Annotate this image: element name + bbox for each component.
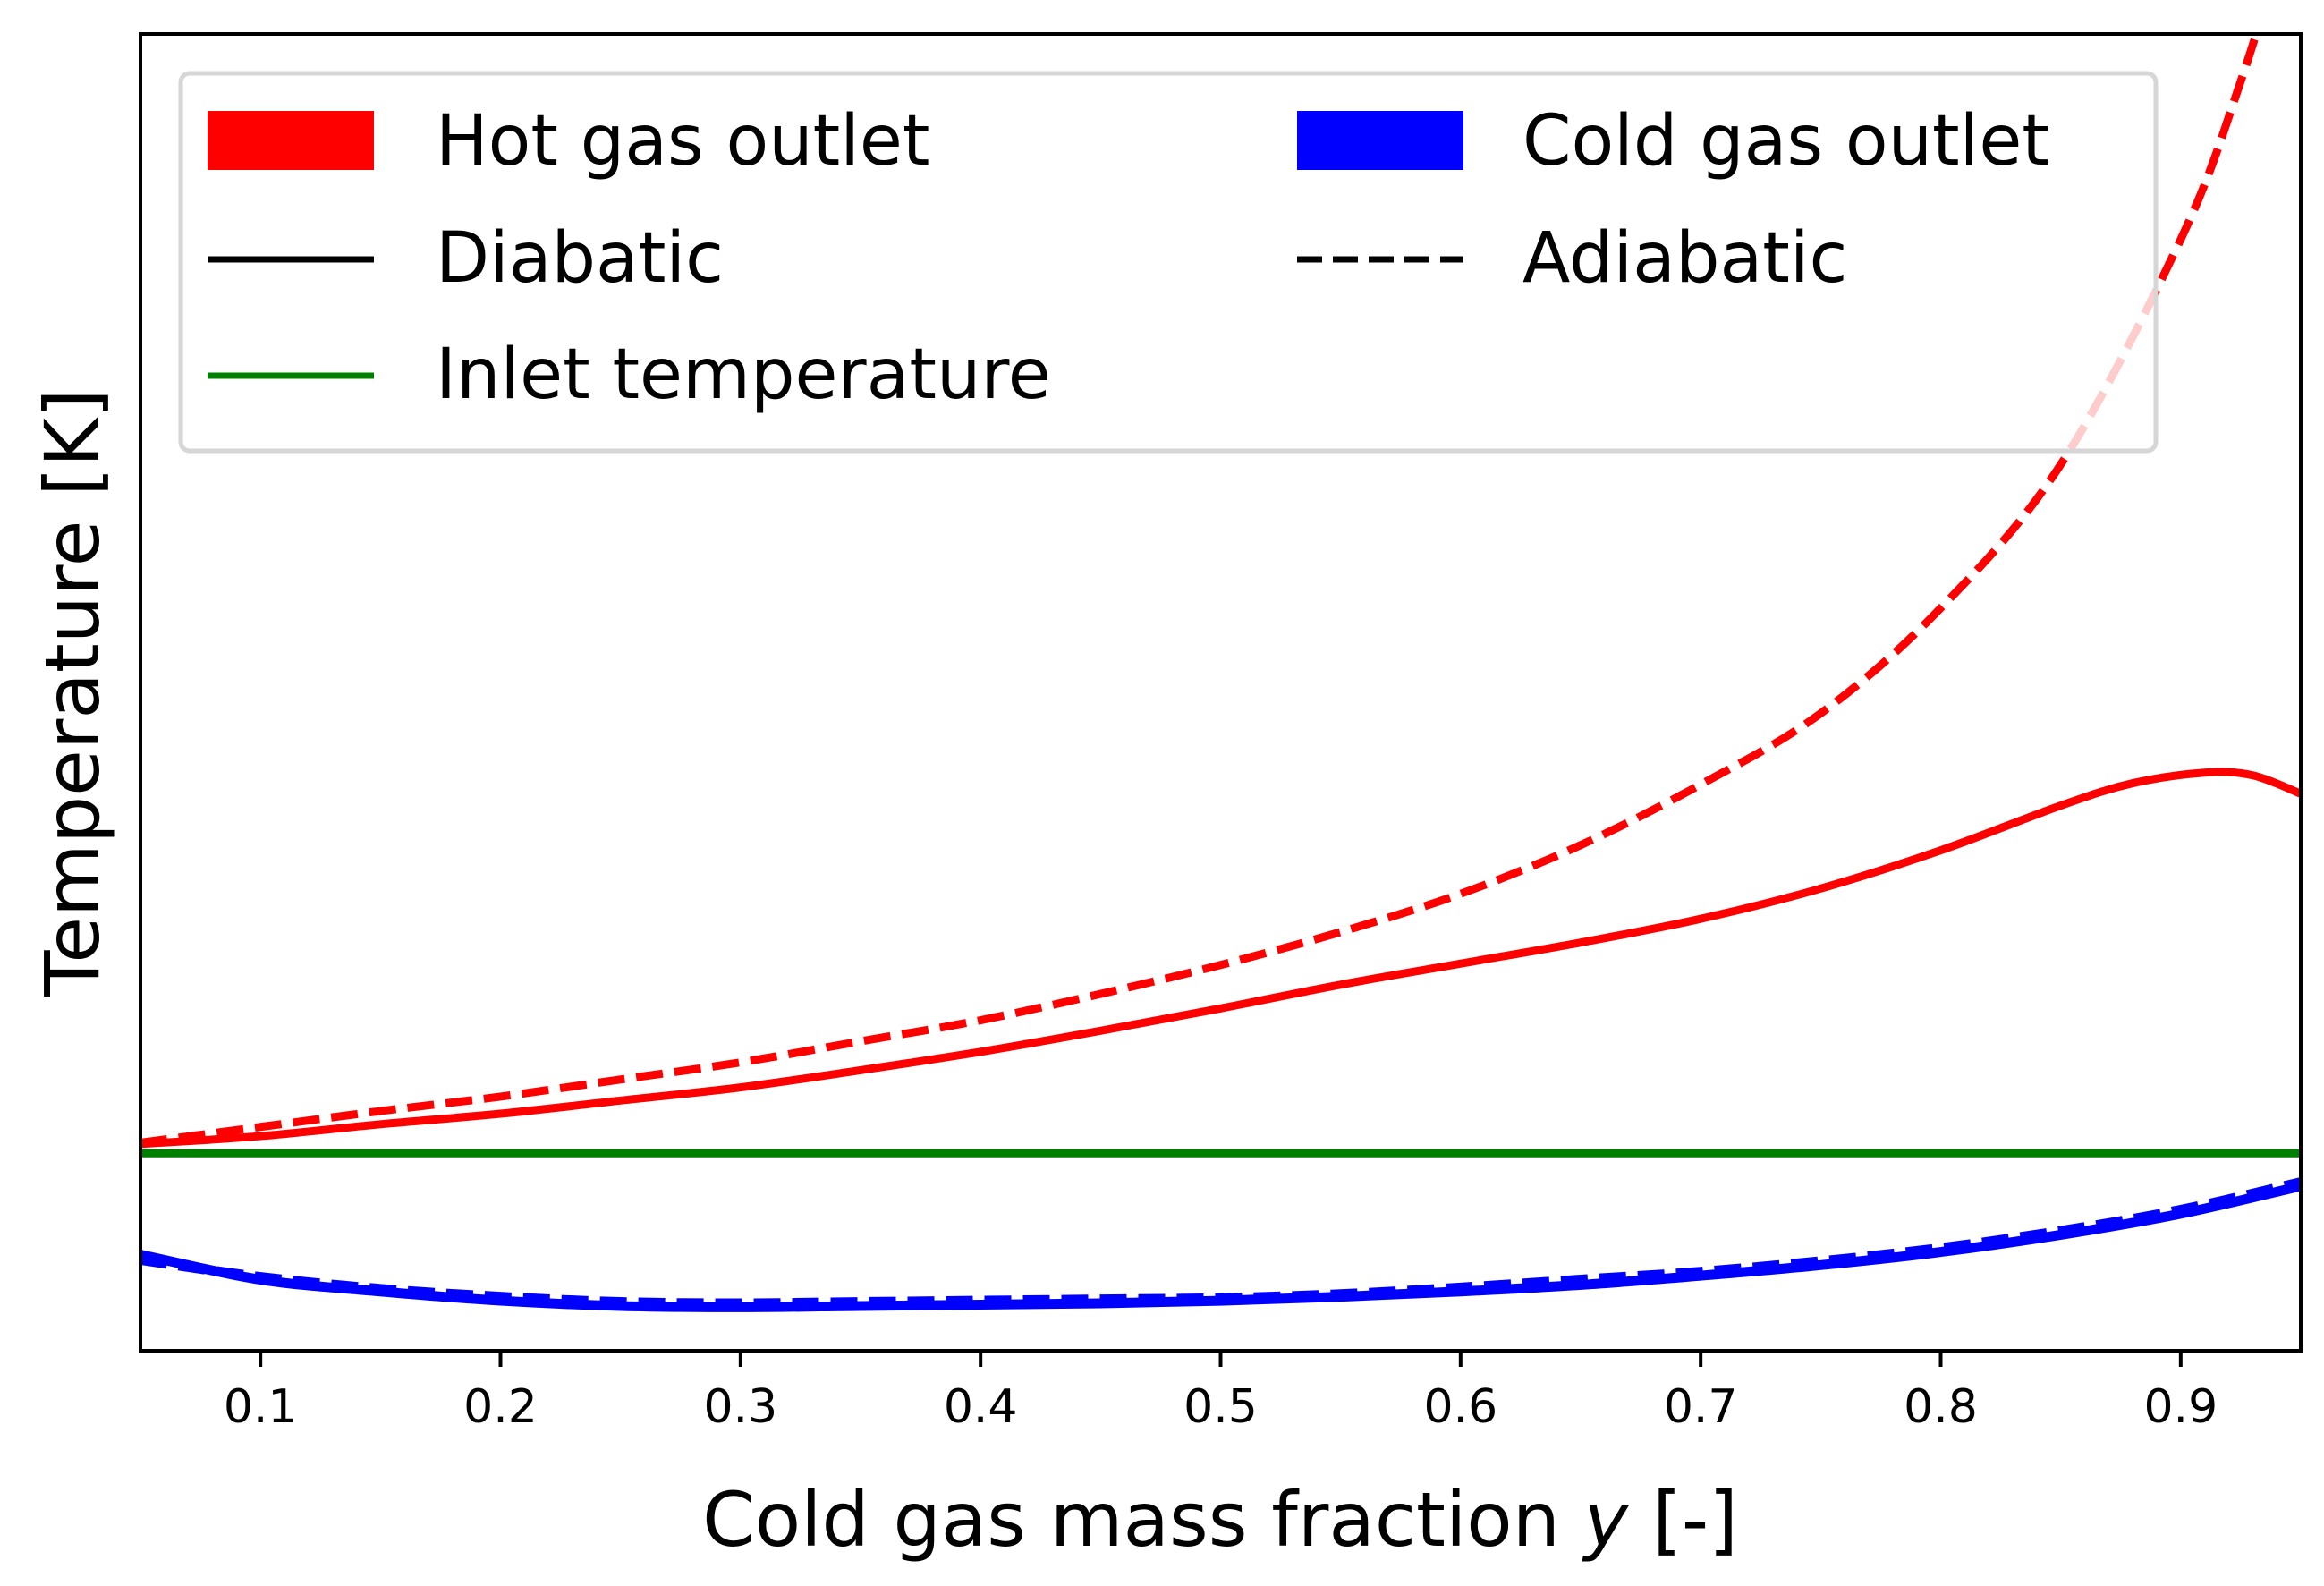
- legend: Hot gas outlet Cold gas outlet Diabatic …: [178, 71, 2159, 454]
- x-tick-label: 0.8: [1904, 1380, 1978, 1434]
- x-tick-label: 0.5: [1183, 1380, 1258, 1434]
- x-tick-label: 0.1: [224, 1380, 298, 1434]
- legend-hot-swatch: [208, 111, 374, 170]
- x-axis-ticks: 0.1 0.2 0.3 0.4 0.5 0.6 0.7 0.8 0.9: [224, 1351, 2218, 1434]
- series-cold-adiabatic: [140, 1177, 2301, 1309]
- x-tick-label: 0.9: [2143, 1380, 2218, 1434]
- legend-hot-label: Hot gas outlet: [436, 101, 929, 182]
- legend-frame: [178, 71, 2159, 454]
- x-tick-label: 0.2: [463, 1380, 538, 1434]
- x-tick-label: 0.3: [703, 1380, 777, 1434]
- x-tick-label: 0.6: [1423, 1380, 1497, 1434]
- x-tick-label: 0.7: [1664, 1380, 1738, 1434]
- legend-cold-swatch: [1297, 111, 1463, 170]
- x-axis-label: Cold gas mass fraction y [-]: [702, 1476, 1738, 1564]
- legend-diabatic-label: Diabatic: [436, 218, 724, 299]
- y-axis-label: Temperature [K]: [29, 388, 116, 997]
- legend-inlet-label: Inlet temperature: [436, 335, 1051, 415]
- series-hot-diabatic: [140, 768, 2301, 1149]
- x-tick-label: 0.4: [944, 1380, 1018, 1434]
- legend-cold-label: Cold gas outlet: [1522, 101, 2049, 182]
- legend-adiabatic-label: Adiabatic: [1522, 218, 1847, 299]
